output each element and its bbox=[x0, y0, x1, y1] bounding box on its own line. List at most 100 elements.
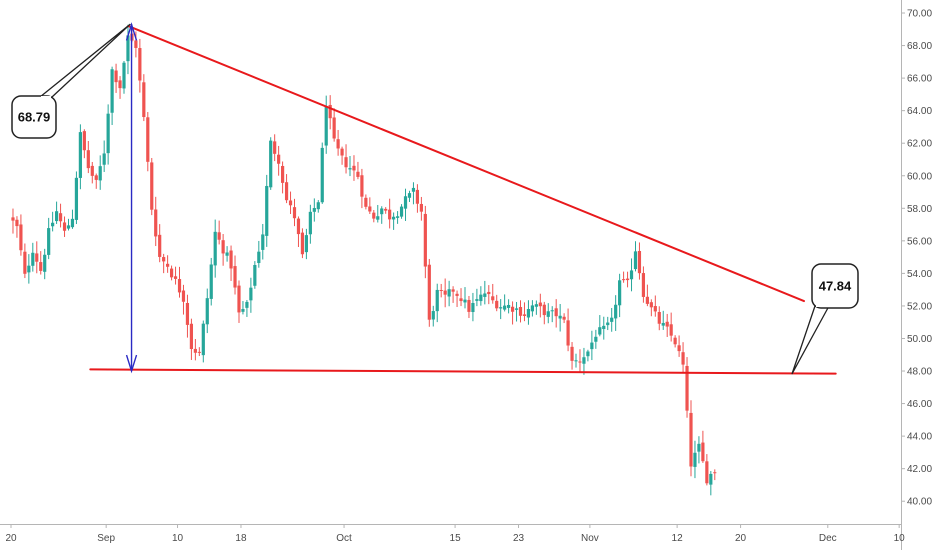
candle-body bbox=[277, 154, 281, 164]
candle-body bbox=[269, 140, 273, 188]
candle bbox=[90, 161, 94, 184]
candle-body bbox=[415, 189, 420, 204]
candle bbox=[487, 285, 491, 305]
candle-body bbox=[31, 252, 35, 266]
candle-body bbox=[19, 224, 23, 251]
candle-body bbox=[98, 166, 102, 181]
candle bbox=[530, 300, 534, 317]
candle bbox=[213, 219, 217, 278]
candle-body bbox=[558, 315, 562, 319]
candle bbox=[649, 299, 653, 317]
candle bbox=[177, 266, 182, 298]
candle-body bbox=[653, 306, 657, 312]
candle-body bbox=[316, 202, 320, 210]
candle bbox=[54, 201, 59, 224]
x-tick-label: 12 bbox=[672, 533, 684, 544]
candle-body bbox=[621, 279, 626, 281]
candle-body bbox=[574, 360, 578, 362]
candle-body bbox=[677, 345, 681, 352]
candle-body bbox=[74, 177, 79, 220]
candle bbox=[455, 290, 459, 308]
y-tick-label: 68.00 bbox=[907, 41, 932, 52]
x-tick-label: Dec bbox=[819, 533, 837, 544]
candle bbox=[134, 31, 138, 58]
candle bbox=[70, 209, 75, 229]
candle bbox=[23, 243, 27, 279]
y-tick-label: 62.00 bbox=[907, 139, 932, 150]
candle bbox=[118, 76, 122, 99]
candle-body bbox=[241, 309, 245, 312]
candle bbox=[483, 280, 487, 305]
candle bbox=[265, 174, 269, 247]
candle bbox=[689, 400, 693, 477]
x-tick-label: 20 bbox=[5, 533, 17, 544]
x-tick-label: Sep bbox=[97, 533, 115, 544]
candle bbox=[431, 305, 435, 327]
y-tick-label: 64.00 bbox=[907, 106, 932, 117]
candle-body bbox=[340, 148, 344, 156]
candle bbox=[169, 265, 174, 281]
candle-body bbox=[673, 337, 677, 345]
candle-body bbox=[443, 290, 447, 295]
candle bbox=[82, 129, 86, 159]
candle-body bbox=[550, 310, 554, 312]
candle bbox=[685, 357, 689, 418]
candle-body bbox=[376, 216, 380, 220]
callouts-layer: 68.79 47.84 bbox=[11, 23, 859, 375]
candle bbox=[11, 208, 15, 234]
candle bbox=[538, 293, 542, 318]
candle-body bbox=[288, 200, 293, 206]
candle bbox=[368, 197, 372, 215]
candle bbox=[114, 63, 118, 93]
candle-body bbox=[233, 266, 237, 288]
candle-body bbox=[614, 304, 618, 319]
candle bbox=[277, 145, 281, 176]
candle-body bbox=[475, 299, 479, 301]
candle-body bbox=[510, 306, 515, 312]
candle-body bbox=[245, 301, 249, 308]
candle bbox=[292, 198, 297, 227]
candle-body bbox=[554, 308, 558, 317]
candle bbox=[352, 155, 356, 181]
candle-body bbox=[82, 131, 86, 151]
candle-body bbox=[189, 323, 194, 350]
candle bbox=[407, 190, 412, 202]
candle bbox=[340, 146, 344, 165]
candle bbox=[693, 440, 697, 479]
candle bbox=[467, 295, 471, 319]
measure-arrow-head-top bbox=[125, 22, 138, 41]
candle bbox=[443, 278, 447, 308]
candle-body bbox=[384, 208, 388, 211]
candle-body bbox=[451, 289, 455, 292]
candle bbox=[19, 214, 23, 256]
candle bbox=[237, 280, 241, 323]
candle bbox=[606, 316, 610, 331]
high-callout: 68.79 bbox=[11, 23, 131, 139]
candle-body bbox=[514, 308, 519, 310]
candle bbox=[324, 95, 328, 154]
candle-body bbox=[681, 352, 685, 365]
candle bbox=[233, 255, 237, 295]
candle bbox=[558, 304, 562, 332]
candle-body bbox=[669, 324, 673, 336]
x-tick-label: 20 bbox=[735, 533, 747, 544]
candle-body bbox=[566, 320, 570, 346]
candle bbox=[709, 471, 713, 496]
candle bbox=[427, 258, 431, 327]
candle bbox=[602, 316, 606, 340]
candle-body bbox=[150, 162, 154, 210]
candle-body bbox=[645, 296, 649, 304]
candle bbox=[51, 211, 55, 232]
candle-body bbox=[403, 196, 408, 209]
candle bbox=[284, 174, 289, 204]
candle-body bbox=[618, 280, 622, 306]
candle-body bbox=[281, 165, 285, 183]
candle-body bbox=[292, 207, 297, 219]
candle bbox=[697, 436, 701, 464]
candle bbox=[94, 173, 98, 189]
candle-body bbox=[27, 265, 31, 273]
candle bbox=[562, 313, 566, 324]
candle bbox=[641, 266, 646, 303]
